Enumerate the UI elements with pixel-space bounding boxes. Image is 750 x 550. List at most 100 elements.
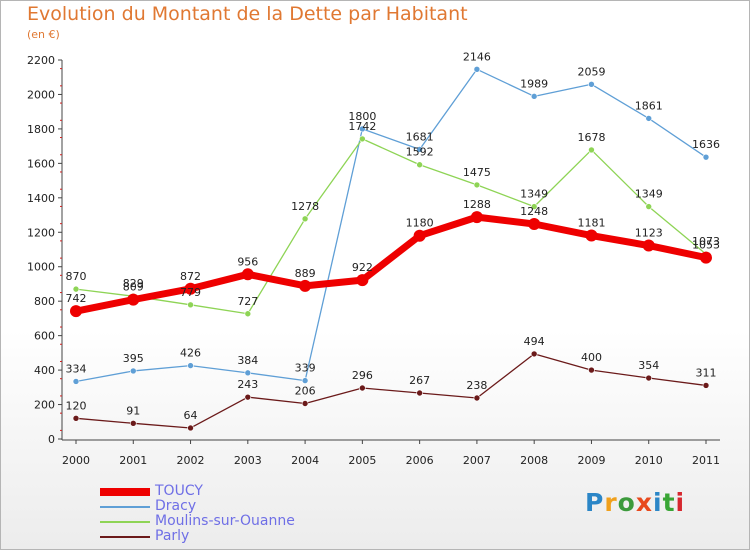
chart-title: Evolution du Montant de la Dette par Hab… [27, 3, 468, 25]
series-line-toucy [72, 213, 710, 315]
data-label-parly: 494 [524, 335, 545, 348]
data-label-moulins-sur-ouanne: 1475 [463, 166, 491, 179]
data-label-parly: 267 [409, 374, 430, 387]
data-label-dracy: 1861 [635, 99, 663, 112]
data-point-moulins-sur-ouanne [473, 181, 481, 189]
data-label-moulins-sur-ouanne: 1592 [406, 146, 434, 159]
logo-letter: P [585, 488, 605, 517]
data-point-toucy [470, 211, 483, 224]
data-point-parly [359, 384, 366, 392]
data-label-dracy: 334 [66, 362, 87, 375]
y-tick-label: 1600 [27, 157, 55, 170]
series-line-moulins-sur-ouanne [75, 138, 707, 315]
data-label-toucy: 872 [180, 270, 201, 283]
data-point-moulins-sur-ouanne [416, 161, 423, 169]
data-label-dracy: 1800 [348, 110, 376, 123]
legend-label: TOUCY [155, 483, 203, 499]
data-point-parly [530, 350, 538, 358]
x-tick-label: 2001 [119, 454, 147, 467]
data-point-dracy [702, 153, 710, 161]
series-line-dracy [75, 68, 707, 383]
x-tick-label: 2005 [348, 454, 376, 467]
data-label-toucy: 1053 [692, 239, 720, 252]
y-tick-label: 1000 [27, 261, 55, 274]
data-point-parly [244, 393, 252, 401]
logo-letter: x [635, 488, 653, 517]
data-label-parly: 296 [352, 369, 373, 382]
y-tick-label: 2200 [27, 54, 55, 67]
data-point-toucy [299, 279, 312, 292]
data-point-dracy [244, 369, 252, 377]
data-label-dracy: 1989 [520, 77, 548, 90]
data-label-toucy: 1123 [635, 227, 663, 240]
data-point-dracy [187, 362, 194, 369]
data-label-parly: 206 [295, 385, 316, 398]
data-label-moulins-sur-ouanne: 1073 [692, 235, 720, 248]
y-tick-label: 200 [34, 399, 55, 412]
legend-label: Moulins-sur-Ouanne [155, 513, 295, 529]
data-label-parly: 400 [581, 351, 602, 364]
data-point-parly [588, 366, 595, 374]
data-point-dracy [530, 93, 538, 100]
data-label-toucy: 809 [123, 281, 144, 294]
y-tick-label: 600 [34, 330, 55, 343]
data-point-parly [301, 400, 309, 407]
legend-swatch-parly [100, 536, 150, 538]
data-point-dracy [359, 125, 366, 133]
data-label-moulins-sur-ouanne: 1278 [291, 200, 319, 213]
x-tick-label: 2006 [406, 454, 434, 467]
data-point-moulins-sur-ouanne [530, 203, 538, 210]
data-label-moulins-sur-ouanne: 779 [180, 286, 201, 299]
data-point-parly [129, 420, 137, 427]
data-point-moulins-sur-ouanne [72, 285, 80, 293]
data-point-moulins-sur-ouanne [359, 135, 366, 143]
data-label-moulins-sur-ouanne: 1678 [577, 131, 605, 144]
x-tick-label: 2011 [692, 454, 720, 467]
y-tick-label: 400 [34, 364, 55, 377]
x-tick-label: 2008 [520, 454, 548, 467]
data-label-dracy: 1636 [692, 138, 720, 151]
data-point-toucy [413, 229, 426, 242]
data-label-dracy: 2059 [577, 65, 605, 78]
data-point-parly [702, 382, 710, 389]
x-tick-label: 2000 [62, 454, 90, 467]
series-line-parly [75, 353, 707, 429]
legend-label: Dracy [155, 498, 197, 514]
data-point-parly [72, 415, 80, 422]
data-label-parly: 354 [638, 359, 659, 372]
data-point-parly [187, 424, 194, 432]
legend-swatch-toucy [100, 488, 150, 496]
y-tick-label: 2000 [27, 88, 55, 101]
y-tick-label: 1200 [27, 226, 55, 239]
y-tick-label: 0 [48, 433, 55, 446]
data-point-toucy [70, 305, 82, 318]
data-point-moulins-sur-ouanne [645, 203, 653, 210]
data-label-toucy: 922 [352, 261, 373, 274]
x-tick-label: 2004 [291, 454, 319, 467]
data-label-toucy: 1248 [520, 205, 548, 218]
data-point-parly [645, 374, 653, 382]
data-point-dracy [645, 115, 653, 122]
data-point-dracy [129, 367, 137, 375]
y-tick-label: 1400 [27, 192, 55, 205]
x-tick-label: 2003 [234, 454, 262, 467]
logo-letter: t [662, 488, 676, 517]
x-tick-label: 2002 [177, 454, 205, 467]
data-label-moulins-sur-ouanne: 1742 [348, 120, 376, 133]
data-point-parly [473, 394, 481, 402]
data-label-toucy: 889 [295, 267, 316, 280]
legend-label: Parly [155, 528, 190, 544]
data-point-toucy [642, 239, 655, 252]
y-tick-label: 1800 [27, 123, 55, 136]
proxiti-logo: Proxiti [585, 488, 685, 517]
logo-letter: r [604, 488, 618, 517]
data-point-dracy [416, 146, 423, 153]
data-point-dracy [72, 378, 80, 385]
data-point-dracy [301, 377, 309, 384]
logo-letter: o [617, 488, 636, 517]
data-label-dracy: 1681 [406, 130, 434, 143]
data-label-parly: 311 [696, 366, 717, 379]
data-label-moulins-sur-ouanne: 870 [66, 270, 87, 283]
data-label-moulins-sur-ouanne: 727 [237, 295, 258, 308]
